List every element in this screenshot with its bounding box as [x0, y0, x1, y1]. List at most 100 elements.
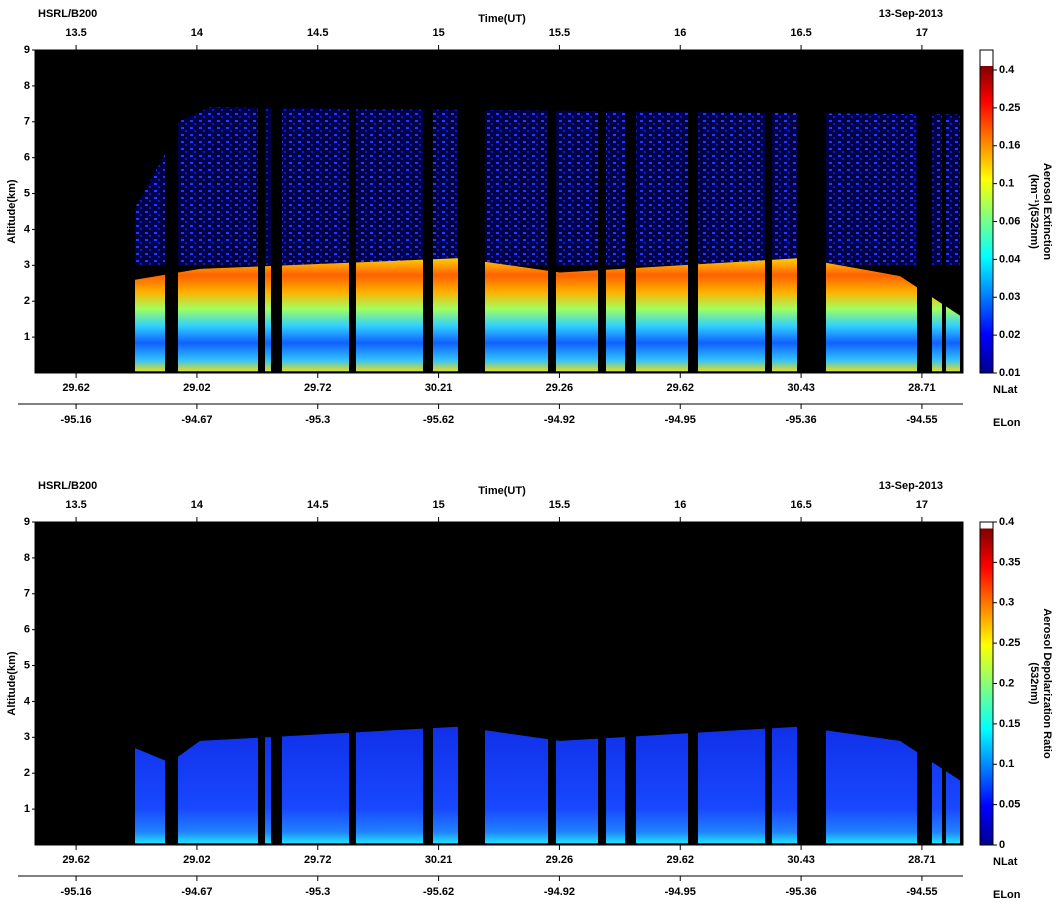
x-tick-label: 17 — [916, 499, 928, 511]
colorbar-title: Aerosol Depolarization Ratio — [1041, 608, 1053, 759]
colorbar — [979, 521, 994, 846]
x-tick-label: 13.5 — [65, 499, 86, 511]
lon-tick-label: -95.3 — [305, 886, 330, 898]
y-tick-label: 8 — [24, 552, 30, 564]
lat-tick-label: 28.71 — [908, 854, 936, 866]
x-tick-label: 14 — [191, 499, 204, 511]
y-tick-label: 5 — [24, 187, 30, 199]
x-axis-title: Time(UT) — [478, 13, 526, 25]
lat-tick-label: 30.21 — [425, 854, 453, 866]
data-gap — [688, 50, 698, 373]
lat-tick-label: 28.71 — [908, 382, 936, 394]
y-tick-label: 4 — [24, 695, 31, 707]
data-gap — [349, 50, 356, 373]
panel-title: HSRL/B200 — [38, 480, 97, 492]
data-gap — [942, 522, 946, 845]
data-gap — [271, 50, 282, 373]
lon-tick-label: -95.36 — [785, 886, 816, 898]
colorbar-tick-label: 0.25 — [999, 637, 1020, 649]
colorbar-tick-label: 0.06 — [999, 215, 1020, 227]
data-gap — [625, 50, 636, 373]
lon-tick-label: -95.3 — [305, 414, 330, 426]
y-tick-label: 2 — [24, 295, 30, 307]
colorbar-tick-label: 0.03 — [999, 291, 1020, 303]
lat-tick-label: 29.02 — [183, 854, 211, 866]
colorbar — [979, 49, 994, 374]
data-gap — [165, 50, 178, 373]
lat-tick-label: 29.62 — [666, 382, 694, 394]
colorbar-tick-label: 0.02 — [999, 329, 1020, 341]
lon-axis-title: ELon — [993, 889, 1021, 901]
lon-tick-label: -95.62 — [423, 886, 454, 898]
curtain — [35, 50, 963, 373]
x-tick-label: 15.5 — [549, 27, 570, 39]
data-gap — [165, 522, 178, 845]
aerosol-layer — [135, 258, 960, 372]
lon-tick-label: -95.62 — [423, 414, 454, 426]
colorbar-title: (532nm) — [1028, 662, 1040, 705]
data-gap — [349, 522, 356, 845]
y-tick-label: 3 — [24, 259, 30, 271]
colorbar-tick-label: 0.3 — [999, 597, 1014, 609]
x-tick-label: 17 — [916, 27, 928, 39]
colorbar-tick-label: 0.4 — [999, 516, 1015, 528]
lat-tick-label: 29.72 — [304, 854, 332, 866]
lat-tick-label: 29.72 — [304, 382, 332, 394]
data-gap — [598, 50, 606, 373]
lat-tick-label: 30.43 — [787, 382, 815, 394]
y-tick-label: 2 — [24, 767, 30, 779]
data-gap — [598, 522, 606, 845]
data-gap — [423, 522, 433, 845]
x-axis-title: Time(UT) — [478, 485, 526, 497]
colorbar-tick-label: 0.15 — [999, 718, 1020, 730]
data-gap — [423, 50, 433, 373]
data-gap — [458, 50, 485, 373]
data-gap — [258, 50, 265, 373]
y-tick-label: 3 — [24, 731, 30, 743]
lat-tick-label: 29.26 — [546, 382, 574, 394]
colorbar-tick-label: 0.16 — [999, 140, 1020, 152]
y-tick-label: 9 — [24, 44, 30, 56]
lat-tick-label: 29.26 — [546, 854, 574, 866]
x-tick-label: 14 — [191, 27, 204, 39]
date-label: 13-Sep-2013 — [879, 8, 943, 20]
colorbar-tick-label: 0.05 — [999, 799, 1020, 811]
lon-tick-label: -94.95 — [665, 886, 696, 898]
data-gap — [917, 50, 932, 373]
lon-tick-label: -95.16 — [60, 414, 91, 426]
y-tick-label: 6 — [24, 152, 30, 164]
x-tick-label: 15 — [432, 27, 444, 39]
aerosol-layer — [135, 726, 960, 844]
lon-tick-label: -94.95 — [665, 414, 696, 426]
lon-axis-title: ELon — [993, 417, 1021, 429]
lon-tick-label: -94.55 — [906, 886, 937, 898]
date-label: 13-Sep-2013 — [879, 480, 943, 492]
lat-tick-label: 29.62 — [62, 854, 90, 866]
y-tick-label: 9 — [24, 516, 30, 528]
y-tick-label: 1 — [24, 803, 30, 815]
lat-axis-title: NLat — [993, 856, 1018, 868]
y-tick-label: 8 — [24, 80, 30, 92]
colorbar-tick-label: 0.01 — [999, 367, 1020, 379]
x-tick-label: 15.5 — [549, 499, 570, 511]
data-gap — [271, 522, 282, 845]
data-gap — [625, 522, 636, 845]
lat-tick-label: 30.43 — [787, 854, 815, 866]
curtain — [35, 522, 963, 845]
x-tick-label: 16 — [674, 499, 686, 511]
lon-tick-label: -94.67 — [181, 414, 212, 426]
panel-title: HSRL/B200 — [38, 8, 97, 20]
lon-tick-label: -95.36 — [785, 414, 816, 426]
aerosol-free-troposphere — [135, 107, 960, 266]
lon-tick-label: -94.55 — [906, 414, 937, 426]
colorbar-tick-label: 0.35 — [999, 556, 1020, 568]
x-tick-label: 16 — [674, 27, 686, 39]
data-gap — [797, 522, 826, 845]
data-gap — [797, 50, 826, 373]
data-gap — [548, 50, 556, 373]
lon-tick-label: -94.67 — [181, 886, 212, 898]
lat-axis-title: NLat — [993, 384, 1018, 396]
data-gap — [917, 522, 932, 845]
lon-tick-label: -95.16 — [60, 886, 91, 898]
x-tick-label: 14.5 — [307, 27, 328, 39]
